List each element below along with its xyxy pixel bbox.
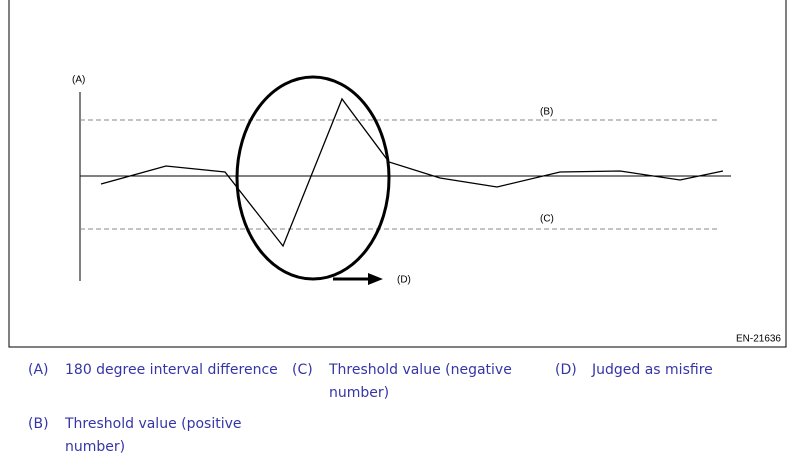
label-a: (A) bbox=[72, 75, 85, 86]
legend-key: (A) bbox=[28, 362, 49, 378]
arrow-head bbox=[368, 273, 383, 285]
waveform bbox=[100, 97, 724, 248]
label-b: (B) bbox=[540, 107, 553, 118]
legend-key: (B) bbox=[28, 416, 49, 432]
legend-text: Judged as misfire bbox=[592, 362, 713, 378]
figure-code: EN-21636 bbox=[736, 334, 781, 345]
label-d: (D) bbox=[397, 275, 411, 286]
figure: (A) (B) (C) (D) EN-21636 bbox=[8, 0, 787, 348]
legend-text: Threshold value (positive number) bbox=[65, 416, 242, 455]
misfire-circle bbox=[235, 75, 391, 281]
legend-key: (C) bbox=[292, 362, 313, 378]
label-c: (C) bbox=[540, 214, 554, 225]
legend-key: (D) bbox=[555, 362, 577, 378]
legend-text: Threshold value (negative number) bbox=[329, 362, 512, 401]
legend-text: 180 degree interval difference bbox=[65, 362, 278, 378]
frame bbox=[8, 0, 787, 348]
